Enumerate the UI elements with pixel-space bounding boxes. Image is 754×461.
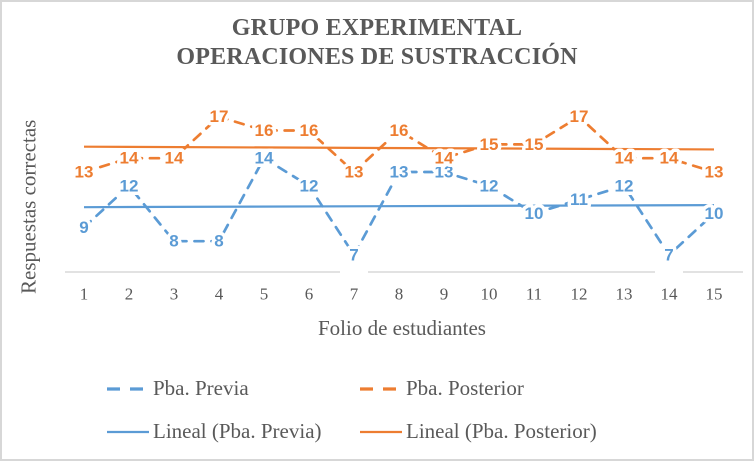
data-label-pba-posterior: 16 — [255, 121, 274, 140]
data-label-pba-previa: 9 — [79, 218, 88, 237]
data-label-pba-previa: 7 — [664, 246, 673, 265]
x-tick-label: 12 — [571, 285, 588, 304]
x-tick-label: 5 — [260, 285, 269, 304]
legend-item-pba-posterior: Pba. Posterior — [359, 376, 524, 401]
data-label-pba-previa: 8 — [169, 232, 178, 251]
x-tick-label: 6 — [305, 285, 314, 304]
data-label-pba-previa: 10 — [525, 204, 544, 223]
data-label-pba-posterior: 14 — [660, 149, 679, 168]
chart-title-line1: GRUPO EXPERIMENTAL — [231, 15, 523, 41]
data-label-pba-posterior: 14 — [615, 149, 634, 168]
data-label-pba-posterior: 15 — [480, 135, 499, 154]
data-label-pba-posterior: 17 — [210, 107, 229, 126]
data-label-pba-previa: 11 — [570, 190, 588, 209]
x-tick-label: 3 — [170, 285, 179, 304]
x-axis-title: Folio de estudiantes — [318, 316, 486, 340]
data-label-pba-posterior: 17 — [570, 107, 589, 126]
x-tick-label: 15 — [706, 285, 723, 304]
x-tick-label: 10 — [481, 285, 498, 304]
x-tick-label: 4 — [215, 285, 224, 304]
x-tick-label: 2 — [125, 285, 134, 304]
axis-gap — [655, 267, 683, 277]
data-label-pba-posterior: 13 — [705, 163, 724, 182]
legend-swatch-solid-orange-icon — [360, 430, 402, 433]
chart-title-line2: OPERACIONES DE SUSTRACCIÓN — [176, 44, 578, 70]
legend-label: Pba. Posterior — [406, 376, 524, 400]
x-tick-label: 13 — [616, 285, 633, 304]
data-label-pba-previa: 12 — [615, 176, 634, 195]
data-label-pba-posterior: 14 — [120, 149, 139, 168]
data-label-pba-posterior: 13 — [75, 163, 94, 182]
x-tick-label: 7 — [350, 285, 359, 304]
x-tick-label: 1 — [80, 285, 89, 304]
trendline-pba-posterior — [83, 145, 715, 151]
legend-item-lineal-pba-posterior: Lineal (Pba. Posterior) — [359, 419, 597, 444]
data-label-pba-posterior: 14 — [165, 149, 184, 168]
trendline-pba-previa — [83, 203, 715, 209]
legend-label: Lineal (Pba. Previa) — [153, 419, 322, 443]
x-tick-label: 9 — [440, 285, 449, 304]
data-label-pba-posterior: 13 — [345, 163, 364, 182]
data-label-pba-posterior: 15 — [525, 135, 544, 154]
legend-label: Lineal (Pba. Posterior) — [406, 419, 597, 443]
legend-label: Pba. Previa — [153, 376, 249, 400]
data-label-pba-previa: 12 — [120, 176, 139, 195]
legend-swatch-solid-blue-icon — [107, 430, 149, 433]
data-label-pba-previa: 12 — [480, 176, 499, 195]
data-label-pba-previa: 14 — [255, 149, 274, 168]
data-label-pba-posterior: 16 — [300, 121, 319, 140]
legend-item-lineal-pba-previa: Lineal (Pba. Previa) — [106, 419, 322, 444]
axis-gap — [340, 267, 368, 277]
data-label-pba-previa: 13 — [390, 163, 409, 182]
series-line-pba-previa — [82, 156, 716, 257]
x-tick-label: 11 — [526, 285, 542, 304]
data-label-pba-previa: 13 — [435, 163, 454, 182]
data-label-pba-previa: 8 — [214, 232, 223, 251]
x-tick-label: 8 — [395, 285, 404, 304]
data-label-pba-previa: 12 — [300, 176, 319, 195]
data-label-pba-posterior: 14 — [435, 149, 454, 168]
chart-title: GRUPO EXPERIMENTAL OPERACIONES DE SUSTRA… — [2, 14, 752, 72]
legend-swatch-dashed-orange-icon — [360, 386, 402, 391]
x-tick-label: 14 — [661, 285, 679, 304]
data-label-pba-previa: 7 — [349, 246, 358, 265]
data-label-pba-previa: 10 — [705, 204, 724, 223]
legend-item-pba-previa: Pba. Previa — [106, 376, 249, 401]
legend-swatch-dashed-blue-icon — [107, 386, 149, 391]
data-label-pba-posterior: 16 — [390, 121, 409, 140]
